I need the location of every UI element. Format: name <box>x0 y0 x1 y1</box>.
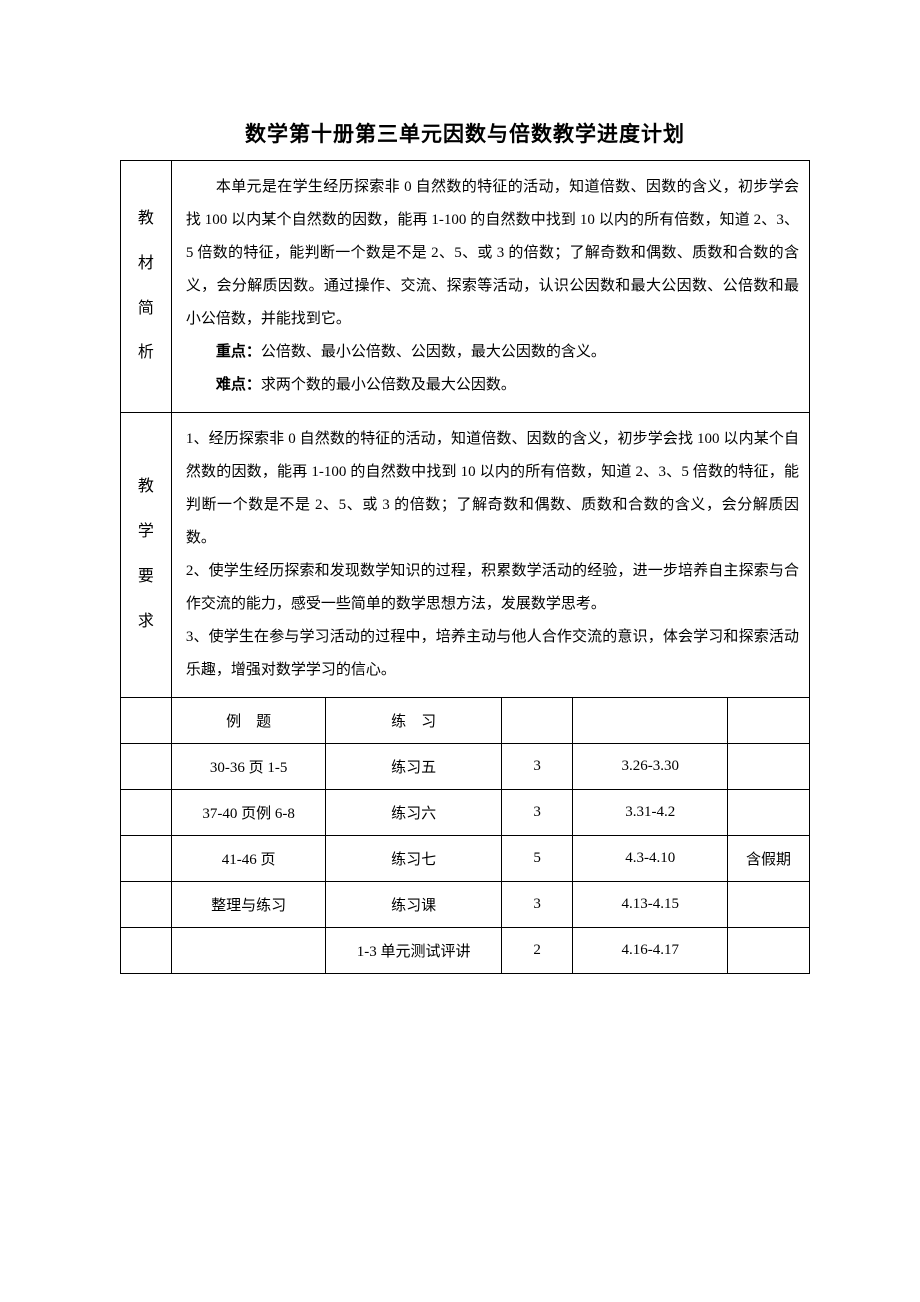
page-title: 数学第十册第三单元因数与倍数教学进度计划 <box>120 118 810 148</box>
schedule-row: 整理与练习 练习课 3 4.13-4.15 <box>121 882 810 928</box>
requirements-body: 1、经历探索非 0 自然数的特征的活动，知道倍数、因数的含义，初步学会找 100… <box>171 413 809 698</box>
cell <box>121 836 172 882</box>
label-char: 要 <box>127 555 165 600</box>
cell: 3.31-4.2 <box>573 790 728 836</box>
analysis-para: 本单元是在学生经历探索非 0 自然数的特征的活动，知道倍数、因数的含义，初步学会… <box>186 171 799 336</box>
cell <box>121 928 172 974</box>
schedule-row: 37-40 页例 6-8 练习六 3 3.31-4.2 <box>121 790 810 836</box>
cell <box>171 928 326 974</box>
cell: 3 <box>501 790 573 836</box>
schedule-row: 41-46 页 练习七 5 4.3-4.10 含假期 <box>121 836 810 882</box>
schedule-row: 30-36 页 1-5 练习五 3 3.26-3.30 <box>121 744 810 790</box>
cell: 含假期 <box>728 836 810 882</box>
label-char: 析 <box>127 331 165 376</box>
label-char: 教 <box>127 465 165 510</box>
cell <box>728 928 810 974</box>
sched-h4 <box>573 698 728 744</box>
analysis-body: 本单元是在学生经历探索非 0 自然数的特征的活动，知道倍数、因数的含义，初步学会… <box>171 161 809 413</box>
cell <box>121 882 172 928</box>
cell: 4.3-4.10 <box>573 836 728 882</box>
cell: 3 <box>501 882 573 928</box>
plan-table: 教 材 简 析 本单元是在学生经历探索非 0 自然数的特征的活动，知道倍数、因数… <box>120 160 810 974</box>
schedule-row: 1-3 单元测试评讲 2 4.16-4.17 <box>121 928 810 974</box>
req-line: 1、经历探索非 0 自然数的特征的活动，知道倍数、因数的含义，初步学会找 100… <box>186 423 799 555</box>
label-char: 教 <box>127 197 165 242</box>
label-char: 求 <box>127 600 165 645</box>
cell: 3 <box>501 744 573 790</box>
analysis-point: 重点：公倍数、最小公倍数、公因数，最大公因数的含义。 <box>186 336 799 369</box>
cell: 练习七 <box>326 836 501 882</box>
cell: 练习课 <box>326 882 501 928</box>
cell: 3.26-3.30 <box>573 744 728 790</box>
cell <box>728 744 810 790</box>
sched-h3 <box>501 698 573 744</box>
cell <box>728 790 810 836</box>
diff-label: 难点： <box>216 377 261 393</box>
cell: 4.13-4.15 <box>573 882 728 928</box>
label-char: 材 <box>127 242 165 287</box>
analysis-row: 教 材 简 析 本单元是在学生经历探索非 0 自然数的特征的活动，知道倍数、因数… <box>121 161 810 413</box>
cell: 41-46 页 <box>171 836 326 882</box>
requirements-label: 教 学 要 求 <box>121 413 172 698</box>
cell: 整理与练习 <box>171 882 326 928</box>
diff-text: 求两个数的最小公倍数及最大公因数。 <box>261 377 516 393</box>
schedule-header-row: 例 题 练 习 <box>121 698 810 744</box>
sched-h5 <box>728 698 810 744</box>
cell: 练习六 <box>326 790 501 836</box>
label-char: 简 <box>127 287 165 332</box>
req-line: 2、使学生经历探索和发现数学知识的过程，积累数学活动的经验，进一步培养自主探索与… <box>186 555 799 621</box>
requirements-row: 教 学 要 求 1、经历探索非 0 自然数的特征的活动，知道倍数、因数的含义，初… <box>121 413 810 698</box>
cell <box>121 790 172 836</box>
sched-h1: 例 题 <box>171 698 326 744</box>
label-char: 学 <box>127 510 165 555</box>
point-text: 公倍数、最小公倍数、公因数，最大公因数的含义。 <box>261 344 606 360</box>
req-line: 3、使学生在参与学习活动的过程中，培养主动与他人合作交流的意识，体会学习和探索活… <box>186 621 799 687</box>
cell: 1-3 单元测试评讲 <box>326 928 501 974</box>
analysis-label: 教 材 简 析 <box>121 161 172 413</box>
cell: 30-36 页 1-5 <box>171 744 326 790</box>
cell <box>121 744 172 790</box>
analysis-diff: 难点：求两个数的最小公倍数及最大公因数。 <box>186 369 799 402</box>
cell: 练习五 <box>326 744 501 790</box>
cell: 2 <box>501 928 573 974</box>
cell: 5 <box>501 836 573 882</box>
point-label: 重点： <box>216 344 261 360</box>
cell <box>728 882 810 928</box>
cell: 37-40 页例 6-8 <box>171 790 326 836</box>
sched-h0 <box>121 698 172 744</box>
sched-h2: 练 习 <box>326 698 501 744</box>
document-page: 数学第十册第三单元因数与倍数教学进度计划 教 材 简 析 本单元是在学生经历探索… <box>0 0 920 1302</box>
cell: 4.16-4.17 <box>573 928 728 974</box>
